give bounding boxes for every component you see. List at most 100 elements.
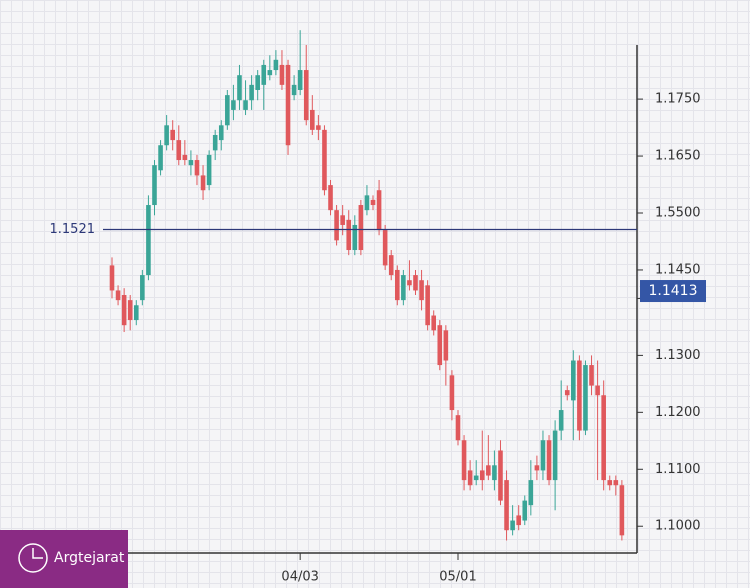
candle-body <box>188 160 194 166</box>
candle-body <box>225 95 230 126</box>
candle-body <box>461 440 467 481</box>
candle-body <box>109 265 115 291</box>
candle-body <box>140 275 145 301</box>
candle-body <box>455 415 461 441</box>
candle-body <box>279 64 285 85</box>
candle-body <box>577 360 582 431</box>
y-tick-label: 1.5500 <box>655 206 701 221</box>
candle-body <box>316 125 321 130</box>
candle-body <box>534 465 540 471</box>
y-tick-label: 1.1200 <box>655 405 701 420</box>
candle-body <box>394 269 400 301</box>
candle-body <box>152 165 157 206</box>
last-price-badge <box>640 280 706 303</box>
candle-body <box>431 315 437 331</box>
candle-body <box>158 145 163 171</box>
watermark-icon-hand <box>32 548 43 559</box>
candle-body <box>613 480 619 486</box>
candle-body <box>540 440 546 471</box>
candle-body <box>619 485 625 536</box>
candle-body <box>364 195 370 211</box>
candle-body <box>479 470 485 481</box>
candle-body <box>322 129 327 191</box>
candle-body <box>164 125 169 146</box>
candle-body <box>492 465 497 481</box>
candle-body <box>127 300 133 321</box>
candle-body <box>449 375 455 411</box>
candle-body <box>528 480 534 506</box>
candle-body <box>486 465 491 476</box>
candle-body <box>413 275 418 291</box>
candle-body <box>206 154 212 186</box>
candle-body <box>340 215 345 225</box>
candle-body <box>407 280 412 286</box>
watermark-box <box>0 530 128 588</box>
candle-body <box>194 160 200 176</box>
candle-body <box>583 365 588 431</box>
watermark-text: Argtejarat <box>54 550 125 566</box>
candle-body <box>546 440 552 481</box>
candle-body <box>498 450 503 501</box>
candle-body <box>388 255 394 276</box>
candle-body <box>358 205 364 251</box>
candle-body <box>504 480 509 531</box>
candle-body <box>443 330 449 361</box>
candle-body <box>376 190 382 231</box>
candle-body <box>419 280 424 301</box>
y-tick-label: 1.1450 <box>655 262 701 277</box>
y-tick-label: 1.1650 <box>655 149 701 164</box>
candle-body <box>552 430 558 481</box>
last-price-label: 1.1413 <box>649 283 698 299</box>
candle-body <box>467 470 473 486</box>
candle-body <box>285 64 291 146</box>
candle-body <box>607 480 613 486</box>
x-tick-label: 05/01 <box>439 570 476 585</box>
candle-body <box>370 199 376 206</box>
candle-body <box>473 475 479 481</box>
candle-body <box>121 295 127 326</box>
candle-body <box>510 520 515 531</box>
y-tick-label: 1.1750 <box>655 92 701 107</box>
candle-body <box>237 75 242 101</box>
y-tick-label: 1.1300 <box>655 348 701 363</box>
candle-body <box>182 154 188 161</box>
candle-body <box>382 230 388 266</box>
candle-body <box>176 140 182 161</box>
candle-body <box>218 125 224 141</box>
candle-body <box>115 290 121 301</box>
candle-body <box>255 75 260 90</box>
candle-body <box>601 395 606 481</box>
candle-body <box>291 84 297 96</box>
candle-body <box>133 305 139 321</box>
y-tick-label: 1.1100 <box>655 462 701 477</box>
candle-body <box>328 185 333 211</box>
candle-body <box>200 175 206 191</box>
candle-body <box>146 205 151 276</box>
candle-body <box>243 100 248 110</box>
candle-body <box>425 285 430 326</box>
candle-body <box>249 84 254 101</box>
candle-body <box>170 129 175 141</box>
candle-body <box>558 410 564 431</box>
candle-body <box>589 365 594 386</box>
candle-body <box>261 64 267 85</box>
candle-body <box>516 515 521 526</box>
candle-body <box>231 100 236 110</box>
candle-body <box>437 325 443 366</box>
candle-body <box>522 500 528 521</box>
price-line-label: 1.1521 <box>50 222 96 237</box>
x-tick-label: 04/03 <box>281 570 318 585</box>
candle-body <box>346 219 352 251</box>
watermark-icon <box>18 543 48 573</box>
candle-body <box>297 70 303 90</box>
candle-body <box>564 390 570 396</box>
candle-body <box>310 109 315 130</box>
y-tick-label: 1.1000 <box>655 519 701 534</box>
candle-body <box>212 134 218 151</box>
candle-body <box>571 360 576 401</box>
candle-body <box>303 70 309 121</box>
candle-body <box>595 385 600 396</box>
candle-body <box>334 210 339 241</box>
